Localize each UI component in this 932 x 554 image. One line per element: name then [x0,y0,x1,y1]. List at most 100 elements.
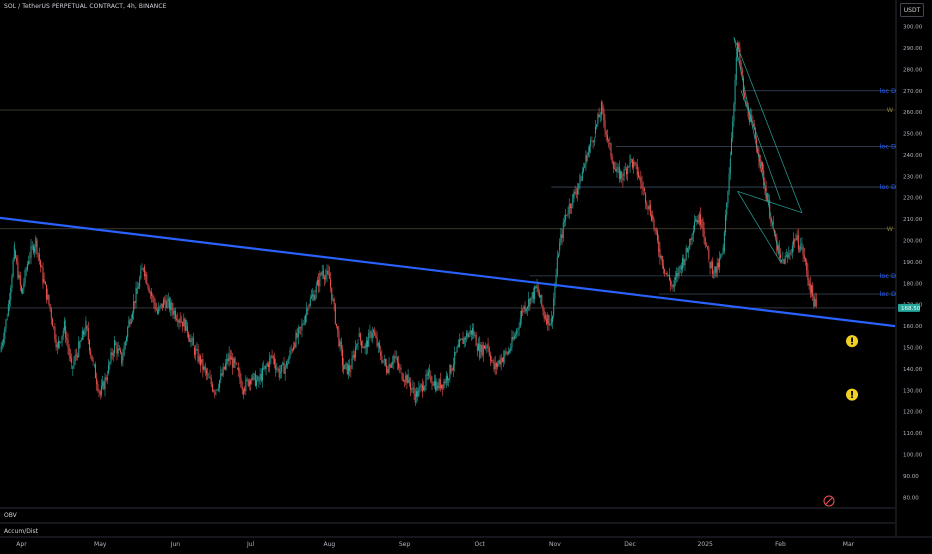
candle [304,313,306,326]
candle [167,292,169,308]
candle-body [370,331,372,338]
candle [466,329,468,343]
candle-body [210,378,212,385]
candles [0,40,817,407]
candle-body [116,344,118,354]
candle [161,303,163,311]
candle [437,381,439,391]
candle [462,331,464,344]
candle-body [793,239,795,246]
trendline[interactable] [0,216,896,328]
candle [522,307,524,316]
currency-button[interactable]: USDT [900,3,924,17]
candle-body [468,333,470,338]
candle-body [315,285,317,292]
candle-body [63,320,65,331]
candle [262,362,264,388]
candle-body [775,234,777,237]
candle [69,348,71,363]
time-tick-label: Oct [475,541,486,548]
candle [289,346,291,360]
candle-body [272,356,274,359]
candle [47,288,49,301]
candle [739,41,741,67]
crosshair-icon[interactable] [823,495,835,507]
candle [602,101,604,115]
candle-body [352,355,354,359]
candle-body [361,340,363,348]
candle [10,284,12,307]
candle-body [183,318,185,327]
candle [136,281,138,295]
candle [52,317,54,327]
candle [196,342,198,351]
candle-body [191,338,193,340]
candle [123,342,125,357]
candle [71,353,73,369]
candle-body [777,245,779,251]
time-tick-label: Dec [624,541,636,548]
candle-body [423,386,425,391]
candle [34,244,36,258]
candle [553,292,555,319]
candle [577,182,579,202]
candle-body [80,340,82,342]
candle [25,266,27,277]
accum-dist-label[interactable]: Accum/Dist [4,528,39,535]
alert-mark [851,390,853,396]
obv-label[interactable]: OBV [4,512,17,519]
candle [72,365,74,377]
candle [357,338,359,351]
candle-body [351,358,353,369]
candle-body [720,255,722,259]
candle-body [639,177,641,178]
candle-body [140,269,142,279]
candle-body [727,191,729,203]
candle-body [395,357,397,359]
candle-body [6,318,8,320]
candle [81,327,83,341]
candle [54,323,56,343]
candle [754,126,756,140]
candle [197,343,199,364]
candle-body [20,285,22,293]
candle [359,332,361,346]
candle [245,375,247,396]
candle-body [177,319,179,323]
candle [310,289,312,300]
candle [414,388,416,407]
candle [567,206,569,218]
candle [657,228,659,244]
candle-body [316,279,318,286]
candle-body [0,345,2,352]
candle-body [678,266,680,276]
candle [20,284,22,294]
candle [708,245,710,263]
alert-1-icon[interactable] [846,335,859,348]
candle [802,244,804,263]
candle [694,214,696,233]
candle-body [320,273,322,275]
candle [12,257,14,278]
candle-body [528,299,530,307]
candle-body [46,284,48,300]
candle-body [288,357,290,364]
candle-body [596,124,598,127]
candle [114,336,116,358]
candle-body [344,364,346,369]
candle-body [54,326,56,340]
candle [503,350,505,368]
candle-body [586,155,588,161]
candle-body [665,273,667,274]
candle [170,297,172,317]
candle-body [614,168,616,169]
candle [707,246,709,251]
candle-body [233,358,235,368]
candle-body [5,319,7,329]
candle-body [278,368,280,378]
candle-body [170,302,172,310]
alert-2-icon[interactable] [846,388,859,401]
candle-body [4,328,6,340]
